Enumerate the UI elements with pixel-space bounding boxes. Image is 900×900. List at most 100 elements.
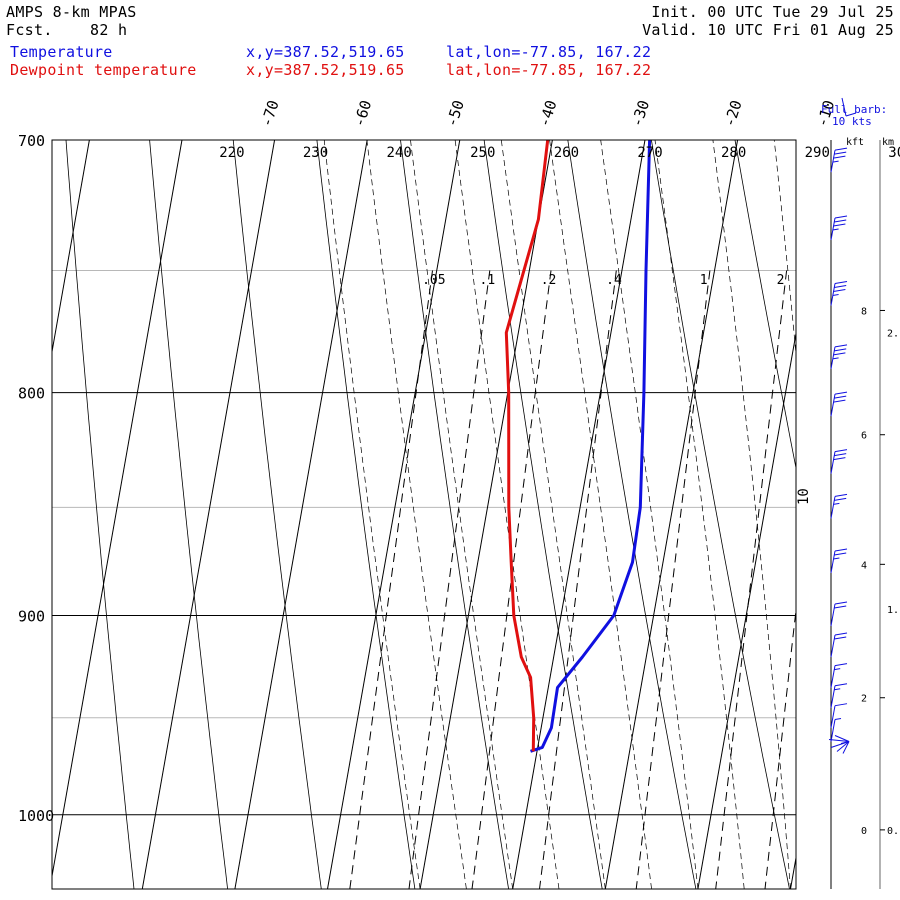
theta-label: 270 <box>637 145 662 161</box>
wind-barb <box>830 147 848 173</box>
legend-barb-flag <box>845 112 857 117</box>
surface-wind-barb <box>834 735 850 742</box>
wind-barb <box>830 663 848 688</box>
dewpoint-legend-latlon: lat,lon=-77.85, 167.22 <box>446 61 652 79</box>
wind-barb <box>830 344 848 369</box>
wind-barb <box>830 632 848 658</box>
isotherm-line <box>604 140 739 889</box>
temperature-label: -50 <box>442 98 467 129</box>
theta-label: 280 <box>721 145 746 161</box>
mixing-ratio-line <box>539 270 617 889</box>
mixing-ratio-label: 1 <box>700 273 708 288</box>
dry-adiabat-250 <box>483 140 603 889</box>
moist-adiabat <box>712 140 791 889</box>
forecast-hours: 82 h <box>90 21 128 39</box>
wind-barb <box>830 391 848 417</box>
theta-label: 230 <box>303 145 328 161</box>
forecast-label: Fcst. <box>6 21 53 39</box>
plot-frame <box>51 139 797 890</box>
full-barb-kts: 10 kts <box>832 115 872 128</box>
mixing-ratio-label: .2 <box>541 273 557 288</box>
dry-adiabat-210 <box>149 140 228 889</box>
legend-barb-staff <box>841 97 847 117</box>
wind-barb <box>830 449 848 474</box>
mixing-ratio-label: .4 <box>606 273 622 288</box>
temperature-legend-xy: x,y=387.52,519.65 <box>246 43 405 61</box>
wind-barb <box>830 281 848 306</box>
wind-barb <box>830 683 848 708</box>
theta-label: 300 <box>888 145 900 161</box>
moist-adiabat <box>366 140 467 889</box>
kft-label: 0 <box>861 826 867 837</box>
moist-adiabat <box>323 140 421 889</box>
temperature-label: -70 <box>257 98 282 129</box>
dry-adiabat-270 <box>651 140 790 889</box>
isotherm-line <box>141 140 276 889</box>
dry-adiabat-230 <box>316 140 416 889</box>
mixing-ratio-line <box>854 271 900 890</box>
moist-adiabat-label: 10 <box>796 488 812 505</box>
isotherm-line <box>234 140 368 889</box>
mixing-ratio-label: .05 <box>422 273 445 288</box>
moist-adiabat <box>654 140 745 889</box>
temperature-label: -60 <box>350 98 375 129</box>
moist-adiabat <box>410 140 514 889</box>
mixing-ratio-line <box>801 271 869 890</box>
moist-adiabat <box>600 140 699 889</box>
axis-labels: 220 230 240 250 260 270 280 290 300 10 -70 -60 -50 -4… <box>18 98 900 825</box>
dry-adiabat-280 <box>734 140 796 471</box>
surface-wind-barb <box>842 741 850 754</box>
valid-time: Valid. 10 UTC Fri 01 Aug 25 <box>642 21 894 39</box>
profiles <box>504 140 652 753</box>
moist-adiabat <box>454 140 560 889</box>
theta-label: 250 <box>470 145 495 161</box>
mixing-ratio-line <box>408 270 491 889</box>
isotherm-line <box>52 140 90 355</box>
mixing-ratio-line <box>349 270 433 889</box>
dry-adiabat-200 <box>65 140 135 889</box>
temperature-legend-latlon: lat,lon=-77.85, 167.22 <box>446 43 652 61</box>
isotherm-line <box>697 330 796 889</box>
mixing-ratio-line <box>764 605 796 889</box>
temperature-label: -30 <box>628 98 653 129</box>
moist-adiabat <box>838 140 883 889</box>
model-title: AMPS 8-km MPAS <box>6 3 137 21</box>
kft-axis-label: kft <box>846 137 864 148</box>
moist-adiabat <box>500 140 606 889</box>
background-grid: .05.1.2.412346 <box>52 140 900 890</box>
dewpoint-legend-xy: x,y=387.52,519.65 <box>246 61 405 79</box>
km-axis-label: km <box>882 137 894 148</box>
km-label: 0. <box>887 826 899 837</box>
mixing-ratio-line <box>715 270 788 889</box>
isotherm-line <box>512 140 646 889</box>
isotherm-line <box>52 140 183 879</box>
pressure-label-900: 900 <box>18 607 45 625</box>
isotherm-line <box>327 140 461 889</box>
pressure-label-1000: 1000 <box>18 807 54 825</box>
moist-adiabat <box>549 140 652 889</box>
mixing-ratio-label: 4 <box>859 273 867 288</box>
km-label: 2. <box>887 329 899 340</box>
dry-adiabat-240 <box>400 140 509 889</box>
theta-label: 260 <box>554 145 579 161</box>
kft-label: 2 <box>861 694 867 705</box>
wind-barb <box>830 215 848 241</box>
theta-label: 220 <box>219 145 244 161</box>
surface-wind-barb <box>836 741 850 752</box>
wind-barb-column: 0 2 4 6 8 0. 1. 2. kft km Full barb:10 kts <box>821 97 899 889</box>
wind-barb <box>830 703 848 728</box>
mixing-ratio-label: .1 <box>480 273 496 288</box>
pressure-label-800: 800 <box>18 385 45 403</box>
full-barb-legend: Full barb: <box>821 103 887 116</box>
dewpoint-legend-label: Dewpoint temperature <box>10 61 197 79</box>
theta-label: 290 <box>805 145 830 161</box>
mixing-ratio-line <box>635 270 711 889</box>
theta-label: 240 <box>386 145 411 161</box>
wind-barb <box>830 493 848 519</box>
dewpoint-temperature-profile <box>504 140 550 752</box>
temperature-label: -20 <box>720 98 745 129</box>
mixing-ratio-label: 2 <box>777 273 785 288</box>
surface-wind-barb <box>828 739 850 743</box>
kft-label: 8 <box>861 306 867 317</box>
